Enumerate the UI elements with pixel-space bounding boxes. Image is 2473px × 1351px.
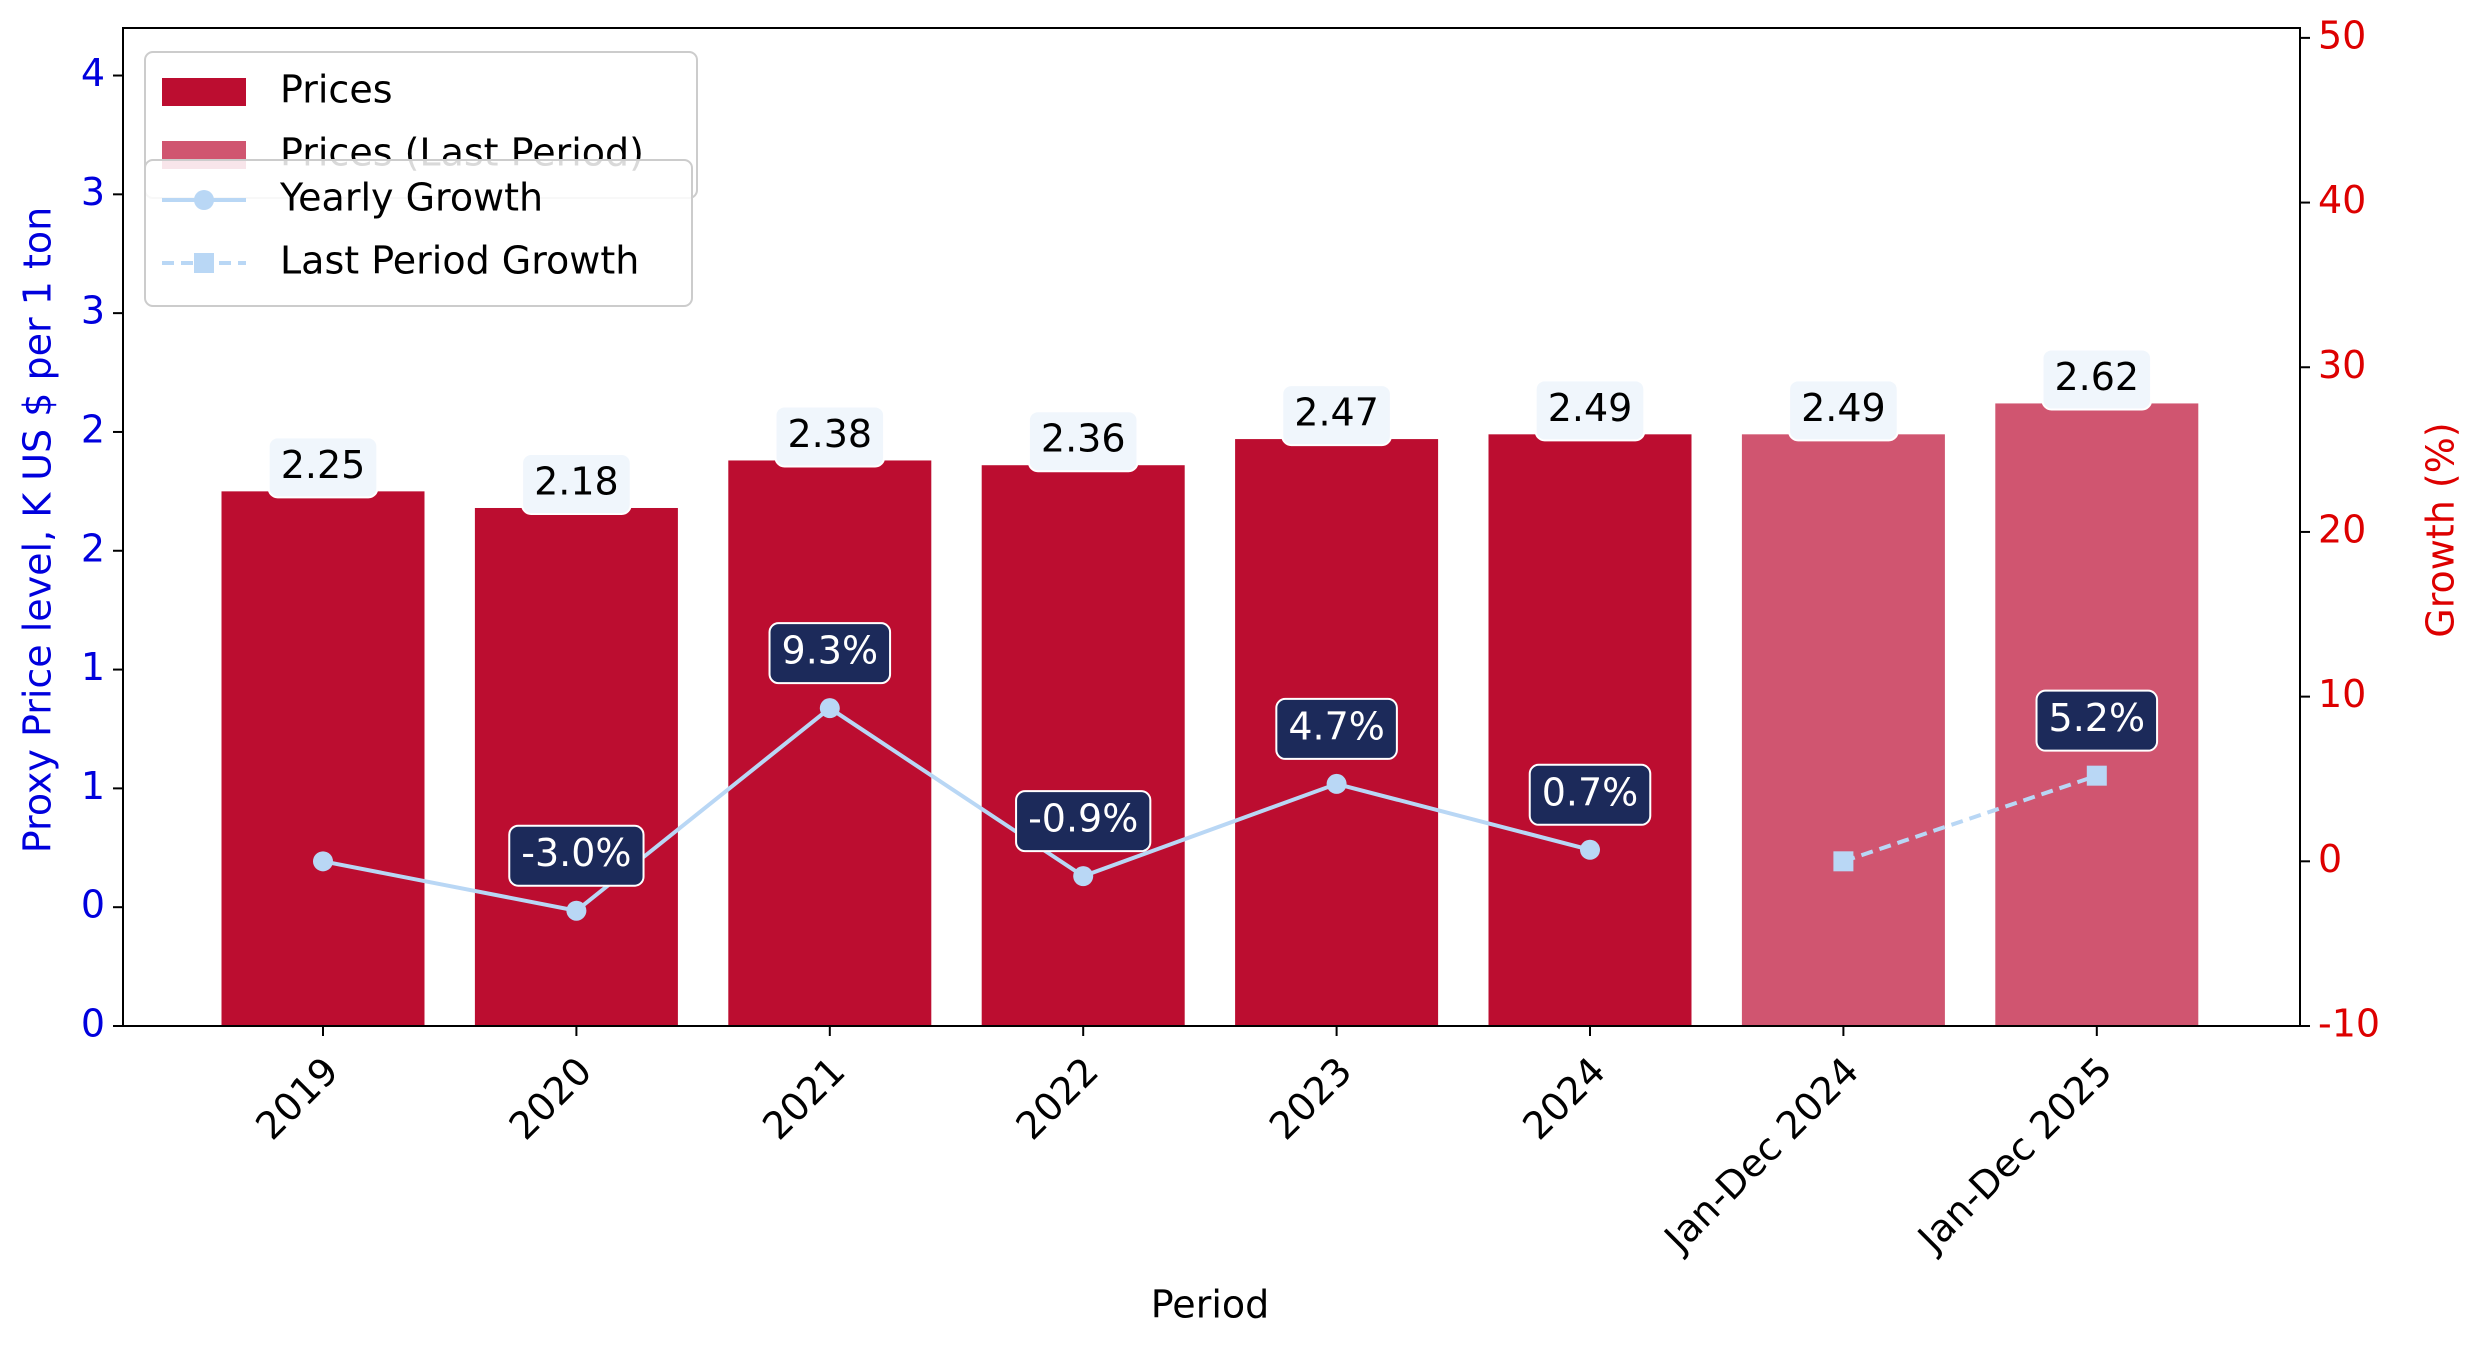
data-label: 2.36 xyxy=(1041,417,1126,461)
data-label: 2.49 xyxy=(1548,386,1633,430)
data-label: 2.18 xyxy=(534,459,619,503)
data-label: 2.62 xyxy=(2054,355,2139,399)
y2-tick-label: 20 xyxy=(2318,507,2366,551)
line xyxy=(1842,773,2098,864)
y2-tick-label: 0 xyxy=(2318,837,2342,881)
y2-tick-label: 30 xyxy=(2318,343,2366,387)
data-label-box xyxy=(1027,410,1139,473)
bar xyxy=(728,460,932,1026)
y-tick-label: 3 xyxy=(81,289,105,333)
y-axis-label: Proxy Price level, K US $ per 1 ton xyxy=(16,207,60,853)
legend-label: Yearly Growth xyxy=(279,176,543,220)
legend-swatch xyxy=(162,78,246,106)
y-tick-label: 2 xyxy=(81,526,105,570)
point xyxy=(313,851,333,872)
point xyxy=(566,900,587,921)
bar xyxy=(1488,434,1692,1026)
data-label: 5.2% xyxy=(2049,696,2146,740)
data-label-box xyxy=(267,436,379,499)
data-label-box xyxy=(1275,697,1398,760)
bar xyxy=(221,491,425,1026)
line xyxy=(322,705,1591,913)
legend-marker xyxy=(194,253,214,273)
data-label: 2.49 xyxy=(1801,386,1886,430)
data-label: 2.38 xyxy=(787,412,872,456)
point xyxy=(2086,765,2107,786)
data-label-box xyxy=(2035,689,2159,752)
x-tick-label: 2022 xyxy=(1007,1049,1107,1149)
data-label-box xyxy=(1528,763,1652,826)
legend-label: Last Period Growth xyxy=(280,239,639,283)
y-tick-label: 2 xyxy=(81,407,105,451)
x-tick-label: 2020 xyxy=(501,1049,601,1149)
point xyxy=(1580,839,1600,860)
legend-marker xyxy=(194,190,214,210)
data-label-box xyxy=(2041,348,2153,411)
data-label: 2.25 xyxy=(281,443,366,487)
x-tick-label: 2023 xyxy=(1261,1049,1361,1149)
data-label-box xyxy=(1788,379,1899,442)
data-label-box xyxy=(1281,384,1392,447)
data-label: 9.3% xyxy=(782,629,879,673)
y2-tick-label: 40 xyxy=(2318,178,2366,222)
bar xyxy=(1741,434,1945,1026)
bar xyxy=(474,507,678,1026)
data-label: -3.0% xyxy=(521,831,631,875)
data-label-box xyxy=(1015,790,1152,853)
y2-tick-label: -10 xyxy=(2318,1002,2380,1046)
plot-frame xyxy=(122,27,2301,1027)
data-label: -0.9% xyxy=(1028,797,1138,841)
y2-axis-label: Growth (%) xyxy=(2419,422,2463,637)
point xyxy=(1073,866,1094,887)
x-tick-label: Jan-Dec 2025 xyxy=(1908,1049,2121,1262)
y-tick-label: 0 xyxy=(81,1002,105,1046)
y2-tick-label: 50 xyxy=(2318,13,2366,57)
point xyxy=(1833,851,1854,872)
x-tick-label: 2024 xyxy=(1514,1049,1614,1149)
y-tick-label: 0 xyxy=(81,883,105,927)
point xyxy=(819,698,840,719)
y-tick-label: 1 xyxy=(81,764,105,808)
x-tick-label: Jan-Dec 2024 xyxy=(1655,1049,1868,1262)
data-label: 2.47 xyxy=(1294,391,1379,435)
x-tick-label: 2021 xyxy=(754,1049,854,1149)
x-axis-label: Period xyxy=(1151,1283,1270,1327)
data-label-box xyxy=(1534,379,1646,442)
legend-box xyxy=(144,159,693,307)
data-label: 0.7% xyxy=(1542,770,1639,814)
data-label-box xyxy=(521,452,632,515)
y-tick-label: 1 xyxy=(81,645,105,689)
point xyxy=(1326,773,1347,794)
y-tick-label: 3 xyxy=(81,170,105,214)
bar xyxy=(981,465,1185,1026)
y2-tick-label: 10 xyxy=(2318,672,2366,716)
data-label-box xyxy=(774,405,886,468)
data-label: 4.7% xyxy=(1288,704,1385,748)
data-label-box xyxy=(508,824,645,887)
legend-label: Prices xyxy=(280,68,393,112)
data-label-box xyxy=(768,622,892,685)
y-tick-label: 4 xyxy=(81,51,105,95)
x-tick-label: 2019 xyxy=(247,1049,347,1149)
